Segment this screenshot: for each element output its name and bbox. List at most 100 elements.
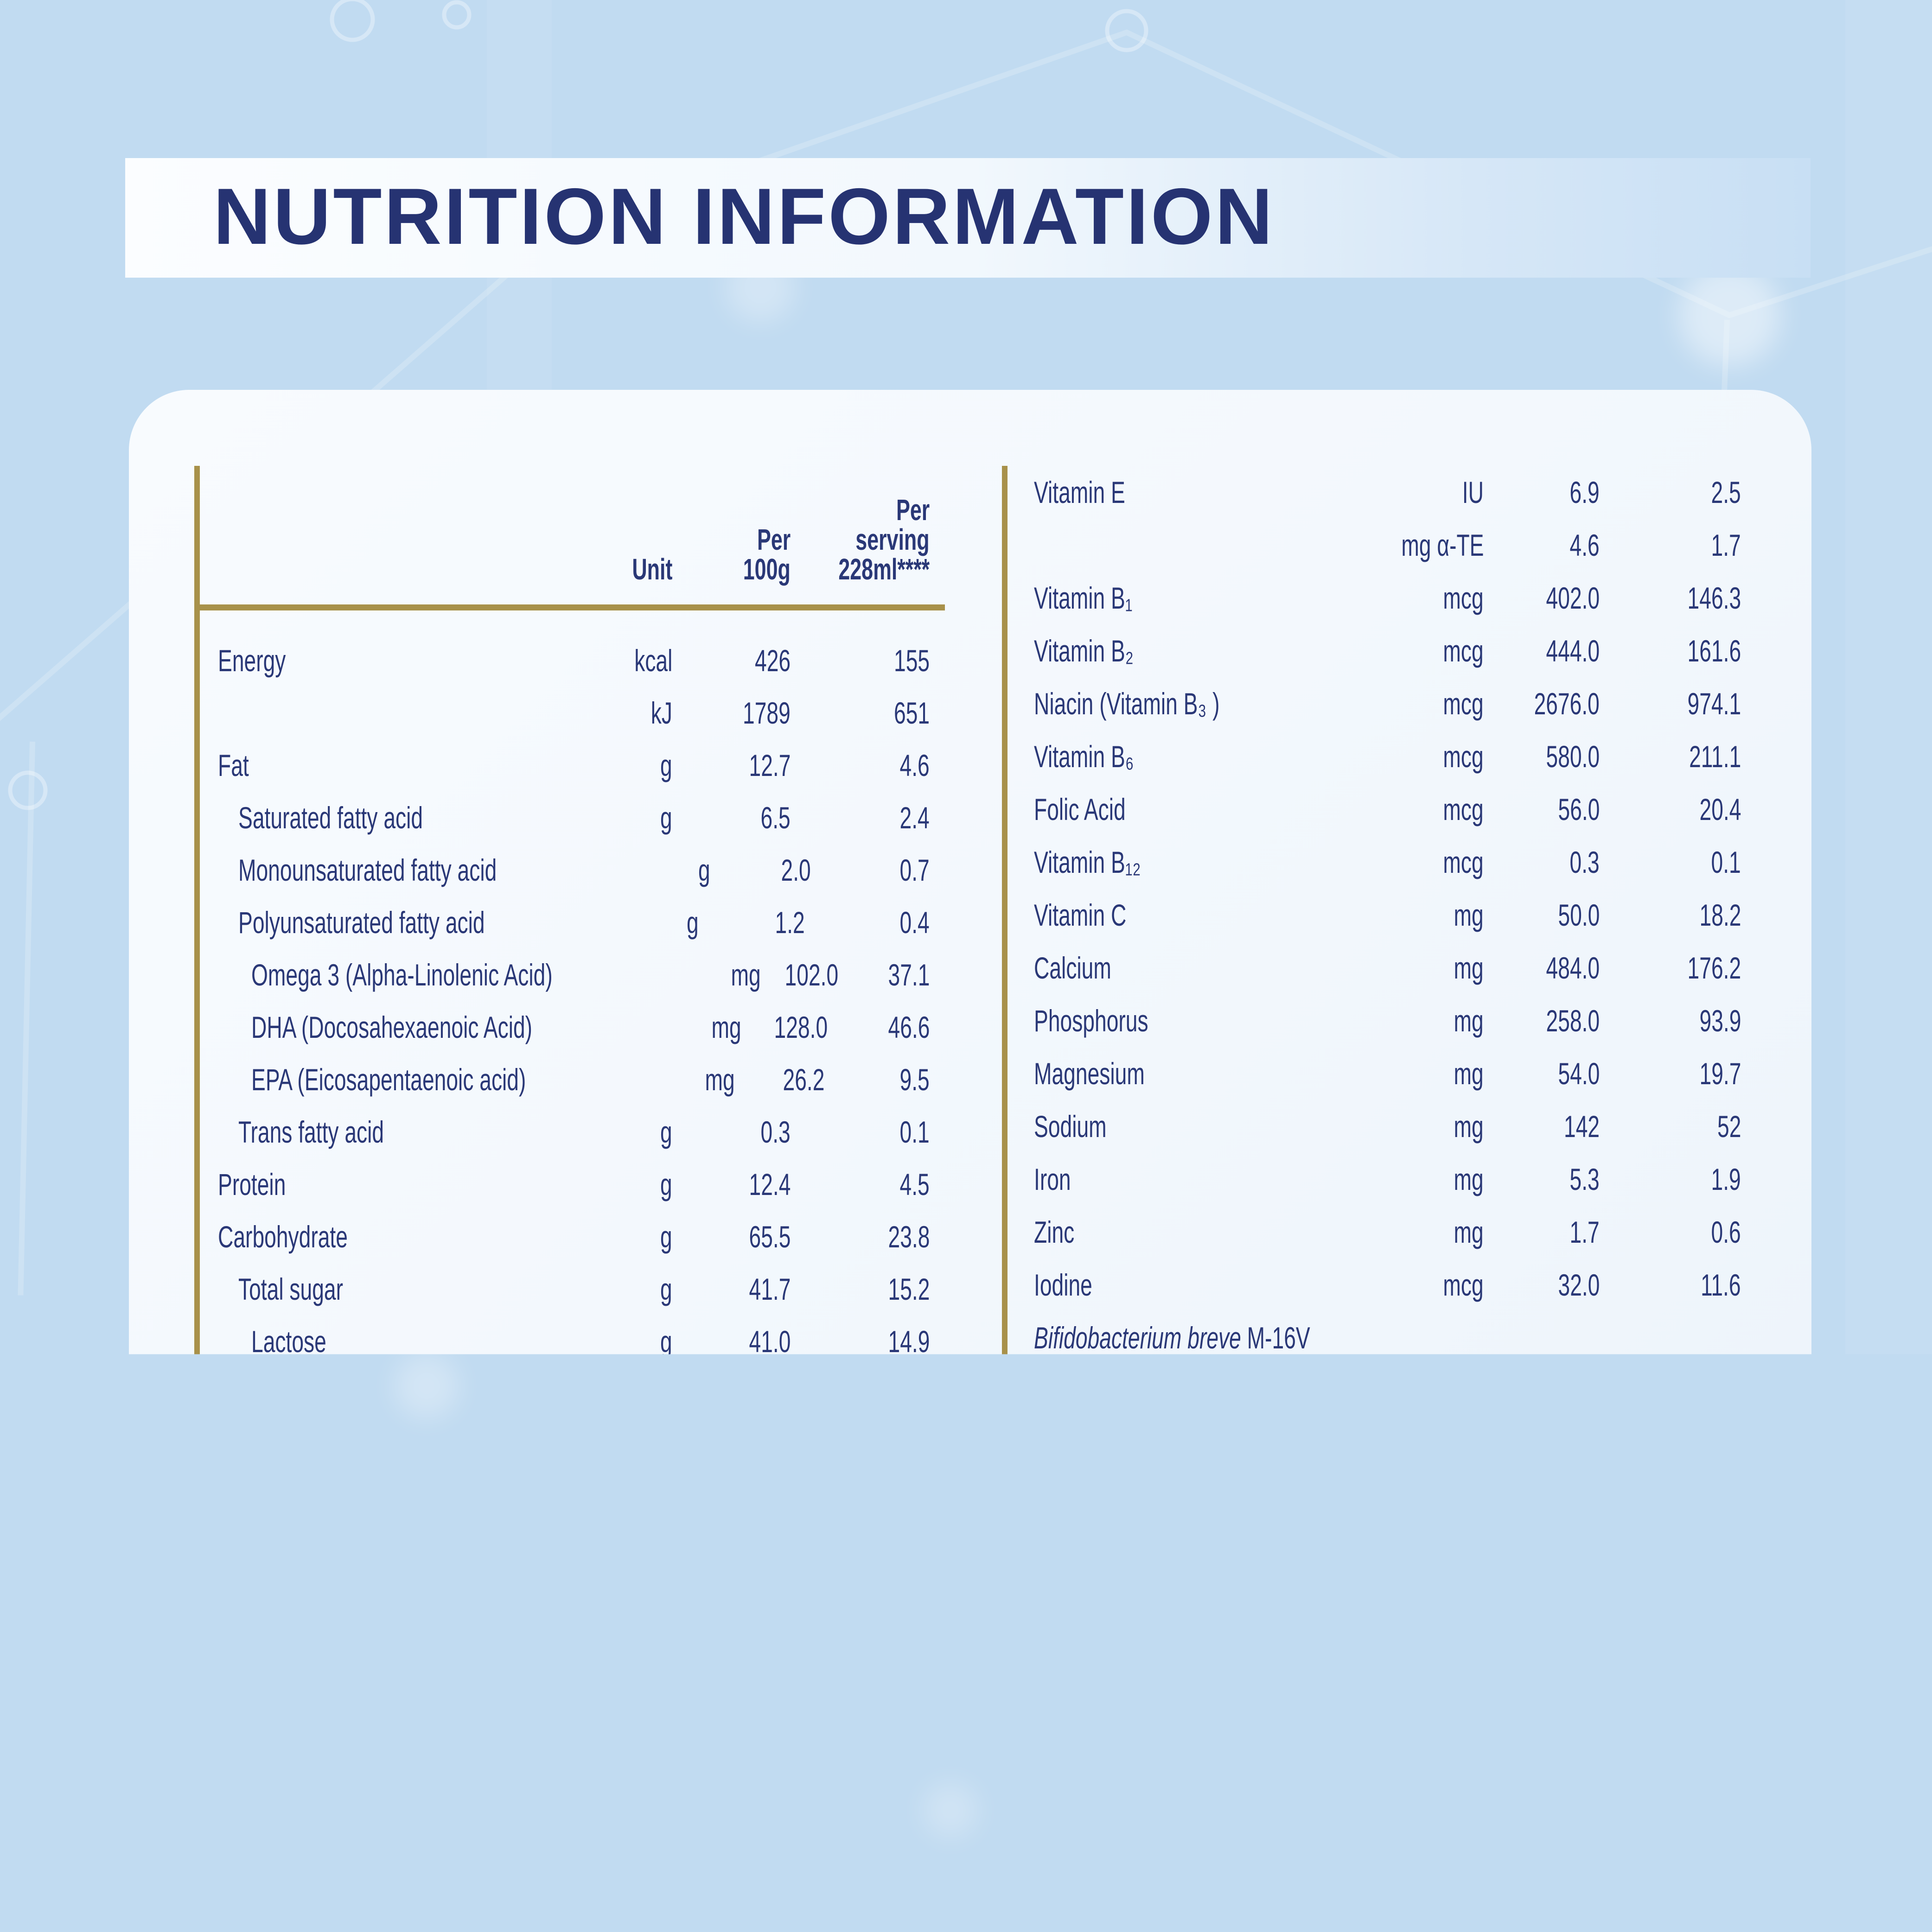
unit-cell: mcg — [552, 1690, 672, 1726]
per-100g-cell: 12.7 — [672, 748, 791, 783]
row-label: Sodium — [1034, 1109, 1345, 1144]
table-row: Iron mg 5.3 1.9 — [1034, 1153, 1741, 1206]
per-serving-cell: 3.64 x 10⁸ — [1600, 1373, 1741, 1408]
table-row: Vitamin D IU 100.0 36.4 — [218, 1629, 930, 1682]
unit-cell: mcg — [1345, 845, 1484, 880]
per-100g-cell: 50.0 — [1484, 897, 1600, 933]
table-row: Protein g 12.4 4.5 — [218, 1158, 930, 1210]
per-serving-cell: 52 — [1600, 1109, 1741, 1144]
row-label: Iodine — [1034, 1267, 1345, 1303]
title-banner: NUTRITION INFORMATION — [125, 158, 1811, 278]
per-serving-cell: 0.1 — [1600, 845, 1741, 880]
per-serving-cell: 0.4 — [805, 905, 930, 940]
row-label: Vitamin B₁₂ — [1034, 845, 1345, 880]
table-row: (B.breve M-16V) cfu 1.00 x 10⁹ 3.64 x 10⁸ — [1034, 1364, 1741, 1417]
per-100g-cell: 142 — [1484, 1109, 1600, 1144]
table-row: Carbohydrate g 65.5 23.8 — [218, 1210, 930, 1263]
unit-cell: Unit — [552, 552, 672, 586]
per-100g-cell: 2.0 — [710, 852, 811, 888]
unit-cell: mg — [1345, 950, 1484, 985]
per-serving-cell: 1.7 — [1600, 527, 1741, 563]
table-row: Monounsaturated fatty acid g 2.0 0.7 — [218, 844, 930, 896]
table-row: Trans fatty acid g 0.3 0.1 — [218, 1106, 930, 1158]
per-100g-cell: 1.00 x 10⁹ — [1484, 1373, 1600, 1408]
per-serving-cell: 155 — [791, 643, 930, 678]
per-100g-cell: 580.0 — [1484, 739, 1600, 774]
per-100g-cell: 100.0 — [672, 1638, 791, 1673]
table-row: Vitamin B₆ mcg 580.0 211.1 — [1034, 730, 1741, 783]
nutrition-table-left: Energy kcal 426 155 kJ 1789 651 Fat g 12.7 4.6 Satu… — [218, 634, 930, 1734]
table-left-header: Per Per serving Unit 100g 228ml**** — [218, 495, 930, 584]
per-serving-cell: 146.3 — [1600, 580, 1741, 616]
per-100g-cell: 26.2 — [735, 1062, 824, 1097]
table-row: Vitamin B₁₂ mcg 0.3 0.1 — [1034, 836, 1741, 889]
per-100g-cell: 100g — [672, 552, 791, 586]
table-row: Sodium mg 142 52 — [1034, 1100, 1741, 1153]
unit-cell: mg α-TE — [1345, 527, 1484, 563]
per-100g-cell: 12.4 — [672, 1167, 791, 1202]
per-100g-cell: 56.0 — [1484, 792, 1600, 827]
unit-cell: g — [552, 1271, 672, 1307]
per-100g-cell: 484.0 — [1484, 950, 1600, 985]
unit-cell: mcg RE — [552, 1586, 672, 1621]
per-serving-cell: 1.9 — [1600, 1162, 1741, 1197]
per-serving-cell: 0.6 — [1600, 1214, 1741, 1250]
row-label: Vitamin A — [218, 1533, 552, 1569]
unit-cell: mg — [1345, 1162, 1484, 1197]
per-100g-cell: 402.0 — [1484, 580, 1600, 616]
per-serving-cell: 15.2 — [791, 1271, 930, 1307]
table-row: Fat g 12.7 4.6 — [218, 739, 930, 791]
footnotes: * short chain galacto-oligosaccharides (… — [1001, 1472, 1790, 1646]
table-row: Omega 3 (Alpha-Linolenic Acid) mg 102.0 37.… — [218, 948, 930, 1001]
row-label: Vitamin B₁ — [1034, 580, 1345, 616]
per-serving-cell: 37.1 — [838, 957, 930, 992]
table-row: (90% scGOS*, 10% lcFOS**) g 3.1 1.1 — [218, 1472, 930, 1525]
page-title: NUTRITION INFORMATION — [125, 158, 1811, 275]
table-row: Total sugar g 41.7 15.2 — [218, 1263, 930, 1315]
table-row: Zinc mg 1.7 0.6 — [1034, 1206, 1741, 1258]
per-100g-cell: 426 — [672, 643, 791, 678]
per-100g-cell: 4.6 — [1484, 527, 1600, 563]
table-row: Phosphorus mg 258.0 93.9 — [1034, 994, 1741, 1047]
nutrition-table-right: Vitamin E IU 6.9 2.5 mg α-TE 4.6 1.7 Vitamin B₁… — [1034, 466, 1741, 1417]
per-serving-cell: serving — [791, 522, 930, 557]
unit-cell: g — [552, 1114, 672, 1150]
gold-rule-left-bottom — [194, 1742, 945, 1748]
row-label: EPA (Eicosapentaenoic acid) — [218, 1062, 644, 1097]
row-label: Vitamin B₂ — [1034, 633, 1345, 668]
unit-cell: mcg — [1345, 686, 1484, 721]
per-serving-cell: 176.2 — [1600, 950, 1741, 985]
row-label: DHA (Docosahexaenoic Acid) — [218, 1010, 653, 1045]
per-serving-cell: 0.9 — [791, 1690, 930, 1726]
table-row: Iodine mcg 32.0 11.6 — [1034, 1258, 1741, 1311]
row-label: Saturated fatty acid — [218, 800, 552, 835]
per-100g-cell: 41.0 — [672, 1324, 791, 1359]
row-label: Calcium — [1034, 950, 1345, 985]
table-row: Vitamin B₁ mcg 402.0 146.3 — [1034, 572, 1741, 624]
unit-cell: mg — [653, 1010, 741, 1045]
table-row: EPA (Eicosapentaenoic acid) mg 26.2 9.5 — [218, 1053, 930, 1106]
row-label: Omega 3 (Alpha-Linolenic Acid) — [218, 957, 682, 992]
unit-cell: mcg — [1345, 633, 1484, 668]
per-serving-cell: 11.6 — [1600, 1267, 1741, 1303]
per-100g-cell: 313.0 — [672, 1533, 791, 1569]
per-100g-cell: 444.0 — [1484, 633, 1600, 668]
row-label: Phosphorus — [1034, 1003, 1345, 1038]
per-serving-cell: 20.4 — [1600, 792, 1741, 827]
per-100g-cell: 3.1 — [715, 1481, 814, 1516]
row-label: Niacin (Vitamin B₃ ) — [1034, 686, 1345, 721]
row-label: Polyunsaturated fatty acid — [218, 905, 590, 940]
unit-cell: g — [614, 1481, 715, 1516]
per-serving-cell: 93.9 — [1600, 1003, 1741, 1038]
unit-cell: g — [552, 800, 672, 835]
per-serving-cell: 651 — [791, 695, 930, 731]
table-row: Vitamin Cmg 50.0 18.2 — [1034, 889, 1741, 941]
per-100g-cell: 32.0 — [1484, 1267, 1600, 1303]
footnote: * short chain galacto-oligosaccharides (… — [1001, 1472, 1790, 1530]
unit-cell: mcg — [1345, 1267, 1484, 1303]
table-row: Magnesium mg 54.0 19.7 — [1034, 1047, 1741, 1100]
unit-cell: mg — [1345, 1003, 1484, 1038]
unit-cell: mcg — [1345, 580, 1484, 616]
unit-cell: g — [552, 1219, 672, 1254]
per-serving-cell: 18.2 — [1600, 897, 1741, 933]
